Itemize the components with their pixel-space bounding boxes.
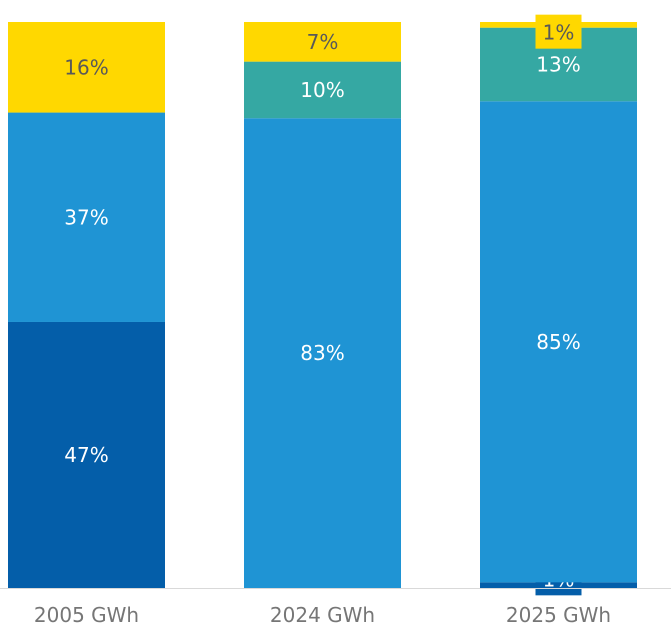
category-label: 2025 GWh [506,603,611,627]
data-label: 1% [543,21,575,45]
data-label: 47% [64,443,108,467]
data-label: 13% [536,52,580,76]
data-label: 7% [307,30,339,54]
data-label: 16% [64,55,108,79]
data-label: 85% [536,330,580,354]
bar-segment [244,61,401,119]
category-label: 2024 GWh [270,603,375,627]
data-label: 37% [64,205,108,229]
category-label: 2005 GWh [34,603,139,627]
data-label-box [535,14,582,49]
bar-segment [8,22,165,113]
bar-segment [244,118,401,588]
bar-segment [244,22,401,62]
data-label: 10% [300,78,344,102]
data-label: 83% [300,341,344,365]
bar-segment [8,112,165,322]
bar-segment [8,321,165,588]
bar-segment [480,101,637,583]
